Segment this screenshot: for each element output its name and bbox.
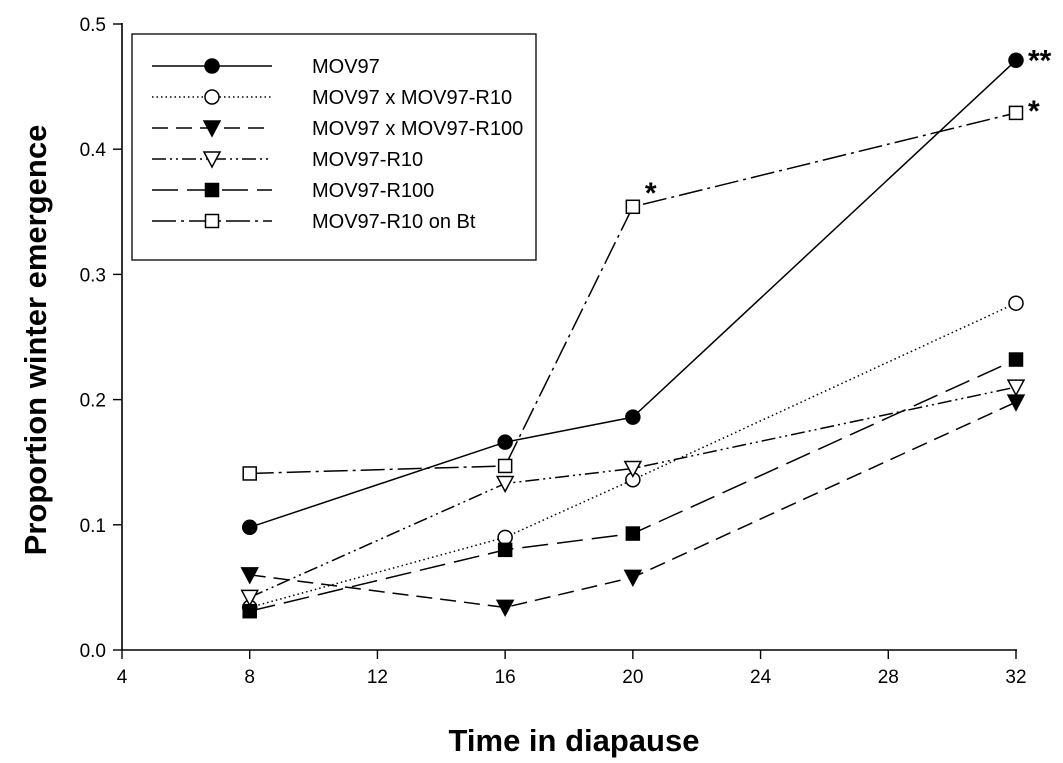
significance-annotation: * <box>1028 95 1040 128</box>
series-line <box>249 358 1017 612</box>
series-line <box>249 112 1017 475</box>
y-tick-label: 0.1 <box>80 516 106 537</box>
marker-circle <box>204 58 220 74</box>
marker-square <box>242 466 257 481</box>
marker-square <box>204 213 220 229</box>
marker-square <box>625 526 641 541</box>
marker-triangle <box>202 120 222 138</box>
legend-entry: MOV97-R10 on Bt <box>152 211 476 233</box>
x-tick-label: 20 <box>622 667 643 688</box>
x-tick-label: 12 <box>367 667 388 688</box>
y-tick-label: 0.2 <box>80 391 106 412</box>
marker-circle <box>1008 52 1024 69</box>
marker-square <box>497 542 513 558</box>
significance-annotation: ** <box>1028 44 1052 77</box>
x-tick-label: 8 <box>244 667 255 688</box>
x-tick-label: 16 <box>495 667 516 688</box>
y-tick-label: 0.4 <box>80 140 107 161</box>
marker-circle <box>497 434 513 450</box>
legend-entry: MOV97 x MOV97-R10 <box>152 87 512 109</box>
legend-entry: MOV97 x MOV97-R100 <box>152 118 523 140</box>
y-tick-label: 0.0 <box>80 641 106 662</box>
legend-label: MOV97-R100 <box>312 180 434 202</box>
series-3 <box>240 394 1026 618</box>
marker-triangle <box>495 475 515 494</box>
y-tick-label: 0.5 <box>80 15 106 36</box>
significance-annotation: * <box>645 177 657 210</box>
series-6 <box>242 105 1024 481</box>
x-tick-label: 24 <box>750 667 772 688</box>
annotations: **** <box>645 44 1052 209</box>
x-axis-title: Time in diapause <box>449 723 700 758</box>
marker-square <box>242 603 257 619</box>
marker-triangle <box>240 567 259 585</box>
marker-triangle <box>202 151 222 169</box>
legend-label: MOV97 <box>312 56 380 78</box>
series-5 <box>242 352 1024 619</box>
legend-label: MOV97 x MOV97-R100 <box>312 118 523 140</box>
marker-square <box>625 199 641 215</box>
series-group <box>240 52 1026 619</box>
legend-entry: MOV97-R10 <box>152 149 423 171</box>
legend-label: MOV97-R10 on Bt <box>312 211 476 233</box>
y-tick-label: 0.3 <box>80 265 106 286</box>
marker-circle <box>1008 295 1024 311</box>
axes: 4 8 12 16 20 24 28 32 0.0 0.1 0.2 0.3 0.4 0.5 <box>80 15 1027 688</box>
marker-square <box>1008 352 1024 367</box>
series-2 <box>241 295 1024 616</box>
y-axis-title: Proportion winter emergence <box>18 125 53 556</box>
marker-triangle <box>623 569 643 587</box>
marker-triangle <box>623 460 643 479</box>
legend-box <box>131 33 537 261</box>
marker-triangle <box>1006 394 1026 412</box>
marker-circle <box>497 529 513 546</box>
legend-label: MOV97-R10 <box>312 149 423 171</box>
series-line <box>249 386 1017 599</box>
legend-entry: MOV97 <box>152 56 380 78</box>
marker-circle <box>625 409 641 425</box>
series-4 <box>240 379 1026 608</box>
marker-circle <box>204 89 220 105</box>
legend-label: MOV97 x MOV97-R10 <box>312 87 512 109</box>
marker-circle <box>241 519 258 536</box>
series-line <box>249 401 1017 609</box>
marker-triangle <box>1006 379 1026 397</box>
series-1 <box>241 52 1024 536</box>
marker-square <box>1008 105 1024 121</box>
x-tick-label: 28 <box>878 667 899 688</box>
x-tick-label: 32 <box>1005 667 1026 688</box>
series-line <box>249 59 1017 529</box>
marker-triangle <box>240 589 259 608</box>
legend-entry: MOV97-R100 <box>152 180 434 202</box>
legend: MOV97 MOV97 x MOV97-R10 MOV97 x MOV97-R100… <box>131 33 537 261</box>
marker-square <box>497 458 513 474</box>
marker-square <box>204 182 220 198</box>
marker-triangle <box>495 599 515 618</box>
x-tick-label: 4 <box>117 667 128 688</box>
